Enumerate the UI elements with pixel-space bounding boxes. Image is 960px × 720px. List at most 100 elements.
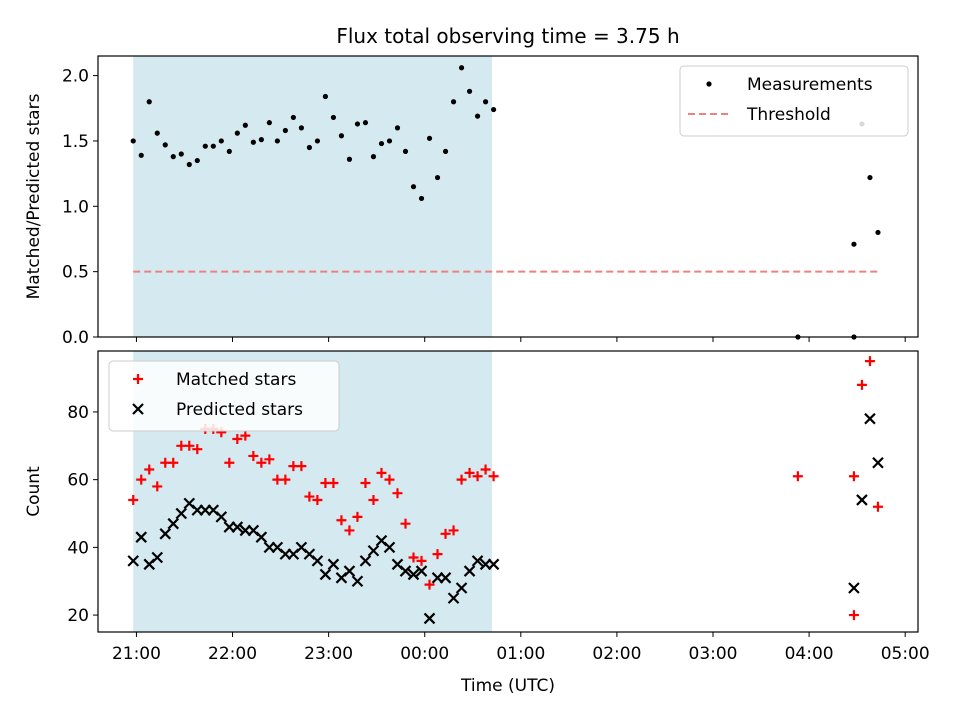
predicted-star-point <box>447 592 460 604</box>
matched-star-point <box>336 515 347 526</box>
matched-star-point <box>864 356 875 367</box>
measurement-point <box>154 130 160 136</box>
y-tick-label: 1.5 <box>62 132 89 152</box>
series-predicted-stars <box>127 412 884 625</box>
y-tick-label: 40 <box>67 538 89 558</box>
matched-star-point <box>352 511 363 522</box>
measurement-point <box>322 93 329 100</box>
matched-star-point <box>192 444 203 455</box>
matched-star-point <box>368 494 379 505</box>
legend-plus-icon <box>133 374 143 384</box>
measurement-point <box>394 125 401 131</box>
matched-star-point <box>464 467 475 478</box>
matched-star-point <box>328 478 339 489</box>
measurement-point <box>354 121 361 127</box>
x-tick-label: 21:00 <box>112 644 161 664</box>
predicted-star-point <box>255 531 268 543</box>
matched-star-point <box>872 501 883 512</box>
predicted-star-point <box>343 565 356 577</box>
y-tick-label: 0.5 <box>62 263 89 283</box>
measurement-point <box>162 142 168 148</box>
matched-star-point <box>264 454 275 465</box>
x-axis-label: Time (UTC) <box>460 676 555 696</box>
predicted-star-point <box>872 456 884 469</box>
measurement-point <box>226 148 232 155</box>
x-tick-label: 23:00 <box>304 644 353 664</box>
predicted-star-point <box>135 531 148 543</box>
legend: Matched stars Predicted stars <box>108 360 340 432</box>
predicted-star-point <box>415 565 428 577</box>
measurement-point <box>458 65 465 71</box>
matched-star-point <box>424 579 435 590</box>
measurement-point <box>250 139 256 145</box>
x-tick-label: 01:00 <box>496 644 545 664</box>
matched-star-point <box>360 478 371 489</box>
measurement-point <box>146 99 152 105</box>
predicted-star-point <box>359 555 372 567</box>
legend-box <box>108 360 340 432</box>
legend-box <box>679 65 909 137</box>
predicted-star-point <box>127 555 140 567</box>
measurement-point <box>482 99 489 105</box>
legend-label: Threshold <box>746 105 831 125</box>
x-tick-label: 03:00 <box>689 644 738 664</box>
measurement-point <box>210 143 216 149</box>
y-axis-label: Count <box>24 466 44 517</box>
chart-title: Flux total observing time = 3.75 h <box>336 24 679 48</box>
matched-star-point <box>184 440 195 451</box>
axes-frame <box>97 350 919 633</box>
measurement-point <box>370 154 377 160</box>
y-tick-label: 0.0 <box>62 328 89 348</box>
matched-star-point <box>224 457 235 468</box>
y-axis-label: Matched/Predicted stars <box>24 93 44 299</box>
matched-star-point <box>144 464 155 475</box>
matched-star-point <box>408 552 419 563</box>
predicted-star-point <box>151 551 164 564</box>
measurement-point <box>490 106 497 113</box>
matched-star-point <box>296 461 307 472</box>
measurement-point <box>426 135 433 141</box>
predicted-star-point <box>455 582 468 594</box>
matched-star-point <box>232 434 243 445</box>
measurement-point <box>314 138 321 144</box>
matched-star-point <box>480 464 491 475</box>
measurement-point <box>274 138 280 144</box>
matched-star-point <box>472 471 483 482</box>
measurement-point <box>875 229 881 236</box>
matched-star-point <box>136 474 147 485</box>
measurement-point <box>290 114 296 121</box>
matched-star-point <box>168 457 179 468</box>
measurement-point <box>402 148 409 155</box>
matched-star-point <box>416 555 427 566</box>
predicted-star-point <box>848 582 860 594</box>
predicted-star-point <box>399 565 412 577</box>
matched-star-point <box>304 491 315 502</box>
predicted-star-point <box>175 507 188 520</box>
matched-star-point <box>400 518 411 529</box>
measurement-point <box>418 195 425 202</box>
matched-star-point <box>376 467 387 478</box>
predicted-star-point <box>367 544 380 557</box>
observing-window-band <box>133 56 492 337</box>
predicted-star-point <box>351 575 364 587</box>
series-matched-stars <box>128 356 883 621</box>
measurement-point <box>202 143 208 149</box>
predicted-star-point <box>167 517 180 530</box>
measurement-point <box>330 114 337 121</box>
measurement-point <box>851 241 857 247</box>
measurement-point <box>194 157 200 164</box>
predicted-star-point <box>487 558 500 571</box>
predicted-star-point <box>327 558 340 571</box>
matched-star-point <box>280 474 291 485</box>
matched-star-point <box>448 525 459 536</box>
measurement-point <box>130 138 136 144</box>
measurement-point <box>186 161 192 168</box>
predicted-star-point <box>407 568 420 581</box>
x-tick-label: 22:00 <box>208 644 257 664</box>
predicted-star-point <box>215 511 228 523</box>
x-tick-label: 05:00 <box>881 644 930 664</box>
y-tick-label: 60 <box>67 471 89 491</box>
predicted-star-point <box>864 412 876 425</box>
legend-label: Measurements <box>747 75 873 95</box>
